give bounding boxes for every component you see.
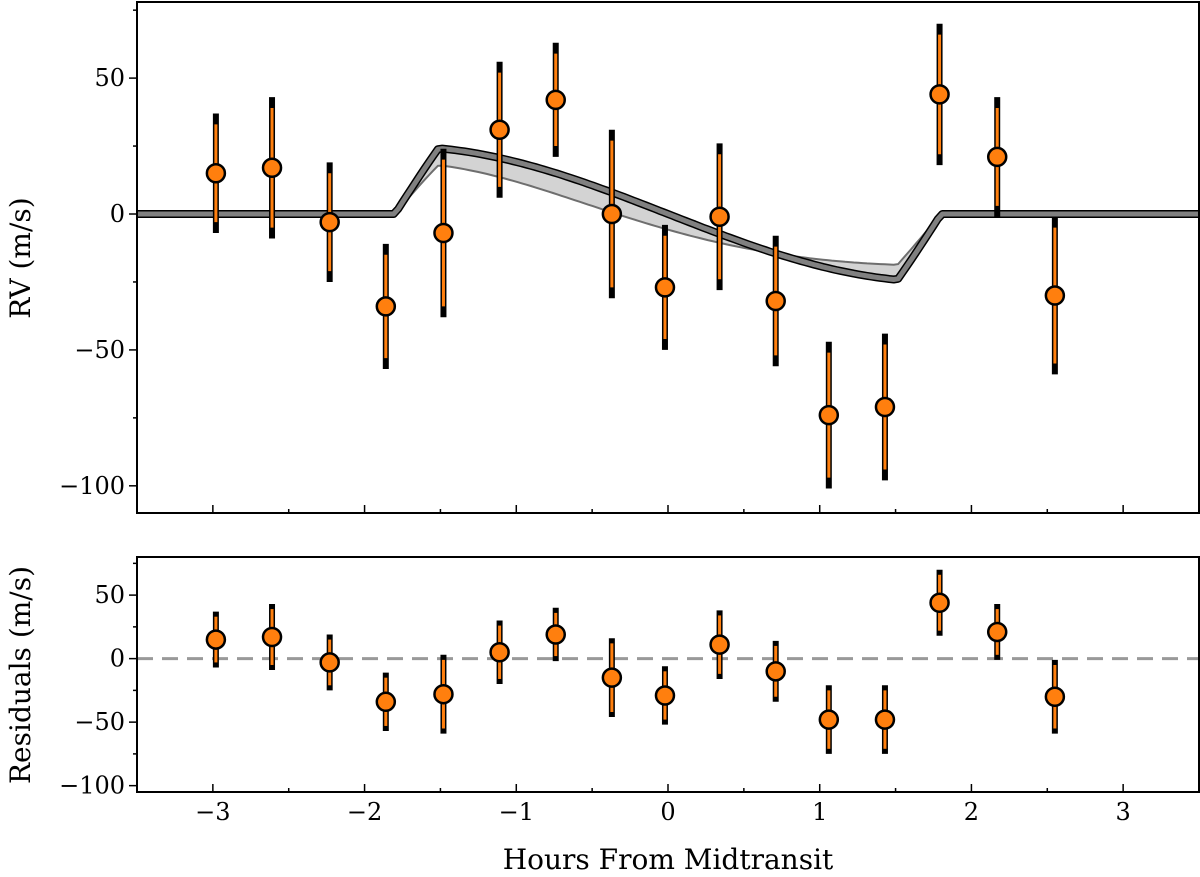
residuals-y-axis-label: Residuals (m/s): [4, 566, 37, 784]
rv-y-tick-label: 0: [110, 200, 125, 228]
rv-data-point-5: [433, 222, 454, 244]
x-tick-label: 2: [964, 798, 979, 826]
residuals-data-point-8: [601, 667, 623, 688]
x-tick-label: 1: [812, 798, 827, 826]
model-curve: [137, 146, 1199, 282]
residuals-axes-frame: [136, 556, 1200, 793]
x-tick-label: 3: [1116, 798, 1131, 826]
rv-data-point-7: [545, 89, 566, 111]
residuals-data-point-4: [375, 691, 397, 713]
rv-data-point-9: [654, 277, 676, 298]
x-tick-label: 0: [660, 798, 675, 826]
rv-y-tick-label: 50: [94, 64, 125, 92]
residuals-data-point-6: [489, 642, 510, 663]
rv-data-point-1: [205, 162, 227, 184]
rv-data-point-3: [319, 211, 340, 233]
residuals-data-point-10: [709, 634, 730, 655]
rv-data-point-4: [375, 296, 397, 317]
residuals-data-point-13: [874, 709, 896, 730]
residuals-y-tick-label: 50: [94, 581, 125, 609]
residuals-data-point-9: [654, 685, 676, 706]
rv-data-point-16: [1044, 285, 1066, 306]
residuals-y-tick-label: −50: [74, 708, 125, 736]
residuals-data-point-1: [205, 629, 227, 650]
rv-y-axis-label: RV (m/s): [4, 197, 37, 318]
residuals-data-point-3: [319, 652, 340, 673]
rv-data-point-2: [261, 157, 283, 179]
rv-y-tick-label: −100: [59, 472, 125, 500]
residuals-data-point-14: [929, 592, 950, 613]
rv-data-point-8: [601, 203, 623, 225]
rv-data-point-14: [929, 84, 950, 105]
x-tick-label: −1: [499, 798, 534, 826]
residuals-data-point-5: [433, 683, 454, 705]
rv-y-tick-label: −50: [74, 336, 125, 364]
rv-data-point-10: [709, 206, 730, 227]
rv-data-point-13: [874, 396, 896, 418]
x-tick-label: −3: [195, 798, 230, 826]
residuals-data-point-15: [986, 621, 1008, 643]
residuals-data-point-7: [545, 624, 566, 645]
residuals-data-point-16: [1044, 686, 1066, 707]
rv-axes-frame: [136, 1, 1200, 514]
rv-data-point-6: [489, 119, 510, 140]
residuals-data-point-2: [261, 626, 283, 648]
rv-panel: −100 −50 0 50: [59, 1, 1200, 514]
residuals-y-tick-label: 0: [110, 645, 125, 673]
rv-data-point-15: [986, 146, 1008, 168]
residuals-panel: −3 −2 −1 0 1 2 3 −100 −50 0 50: [59, 556, 1200, 826]
x-axis-label: Hours From Midtransit: [503, 843, 834, 876]
residuals-y-tick-label: −100: [59, 772, 125, 800]
residuals-data-point-12: [818, 709, 840, 730]
residuals-data-point-11: [765, 661, 786, 682]
rv-data-point-12: [818, 404, 840, 426]
rv-data-point-11: [765, 290, 786, 312]
x-tick-label: −2: [347, 798, 382, 826]
